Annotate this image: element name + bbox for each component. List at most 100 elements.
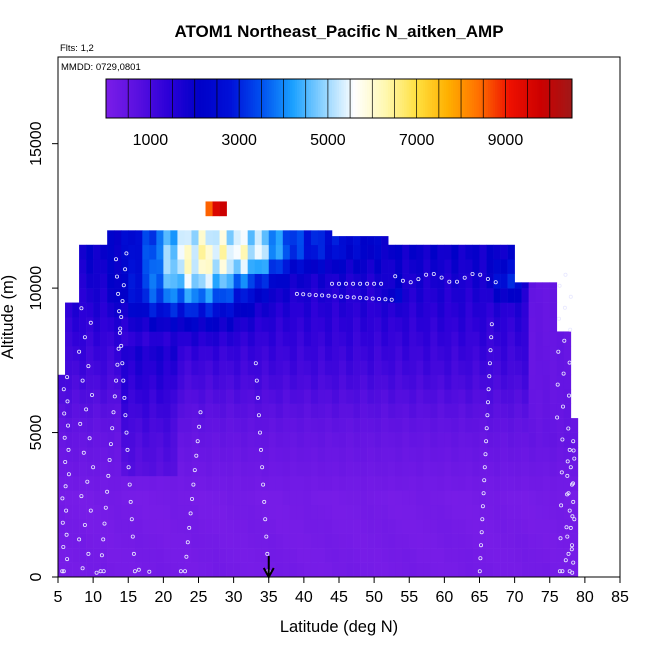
heatmap-cell	[212, 331, 220, 347]
heatmap-cell	[79, 418, 87, 433]
heatmap-cell	[507, 519, 515, 534]
heatmap-cell	[275, 432, 284, 448]
heatmap-cell	[275, 548, 284, 563]
heatmap-cell	[149, 389, 157, 404]
heatmap-cell	[444, 317, 452, 332]
heatmap-cell	[170, 403, 178, 419]
heatmap-cell	[303, 345, 312, 361]
heatmap-cell	[367, 432, 375, 448]
heatmap-cell	[360, 273, 368, 289]
sample-point	[562, 305, 567, 310]
heatmap-cell	[395, 432, 403, 448]
heatmap-cell	[212, 374, 220, 390]
heatmap-cell	[289, 418, 298, 433]
heatmap-cell	[360, 345, 368, 361]
colorbar-segment	[373, 79, 377, 118]
heatmap-cell	[86, 418, 94, 433]
heatmap-cell	[114, 244, 122, 260]
heatmap-cell	[72, 548, 80, 563]
heatmap-cell	[268, 504, 277, 520]
heatmap-cell	[339, 562, 347, 577]
heatmap-cell	[289, 548, 298, 563]
x-tick-label: 75	[541, 589, 559, 606]
heatmap-cell	[493, 331, 501, 347]
heatmap-cell	[177, 519, 185, 534]
heatmap-cell	[493, 259, 501, 274]
heatmap-cell	[507, 447, 515, 462]
heatmap-cell	[388, 288, 396, 303]
heatmap-cell	[472, 504, 480, 520]
heatmap-cell	[353, 533, 361, 549]
heatmap-cell	[430, 447, 438, 462]
heatmap-cell	[212, 317, 220, 332]
heatmap-cell	[409, 360, 417, 376]
heatmap-cell	[303, 374, 312, 390]
heatmap-cell	[219, 504, 227, 520]
heatmap-cell	[107, 432, 115, 448]
heatmap-cell	[409, 504, 417, 520]
sample-point	[106, 473, 111, 478]
colorbar-segment	[364, 79, 368, 118]
heatmap-cell	[135, 447, 143, 462]
sample-point	[124, 251, 129, 256]
heatmap-cell	[177, 418, 185, 433]
heatmap-cell	[556, 504, 565, 520]
heatmap-cell	[135, 418, 143, 433]
heatmap-cell	[556, 475, 565, 491]
heatmap-cell	[268, 273, 277, 289]
heatmap-cell	[296, 475, 305, 491]
sample-point	[253, 361, 258, 366]
heatmap-cell	[563, 360, 572, 376]
heatmap-cell	[395, 519, 403, 534]
heatmap-cell	[261, 432, 270, 448]
heatmap-cell	[79, 403, 87, 419]
heatmap-cell	[128, 317, 136, 332]
heatmap-cell	[121, 360, 129, 376]
heatmap-cell	[184, 317, 192, 332]
heatmap-cell	[458, 461, 466, 477]
heatmap-cell	[451, 533, 459, 549]
heatmap-cell	[451, 273, 459, 289]
heatmap-cell	[402, 317, 410, 332]
heatmap-cell	[346, 548, 354, 563]
heatmap-cell	[458, 317, 466, 332]
heatmap-cell	[261, 331, 270, 347]
y-tick-label: 5000	[28, 415, 45, 451]
heatmap-cell	[549, 374, 558, 390]
heatmap-cell	[240, 302, 248, 318]
heatmap-cell	[324, 475, 333, 491]
heatmap-cell	[528, 374, 536, 390]
heatmap-cell	[479, 360, 487, 376]
heatmap-cell	[360, 418, 368, 433]
heatmap-cell	[535, 504, 544, 520]
heatmap-cell	[388, 533, 396, 549]
colorbar-segment	[387, 79, 391, 118]
heatmap-cell	[444, 562, 452, 577]
heatmap-cell	[465, 490, 473, 506]
heatmap-cell	[437, 403, 445, 419]
heatmap-cell	[521, 317, 529, 332]
heatmap-cell	[93, 403, 101, 419]
colorbar-segment	[287, 79, 291, 118]
heatmap-cell	[570, 490, 579, 506]
heatmap-cell	[303, 273, 312, 289]
heatmap-cell	[296, 562, 305, 577]
heatmap-cell	[381, 504, 389, 520]
heatmap-cell	[535, 418, 544, 433]
sample-point	[489, 322, 494, 327]
heatmap-cell	[170, 259, 178, 274]
heatmap-cell	[535, 317, 544, 332]
heatmap-cell	[226, 273, 234, 289]
heatmap-cell	[395, 244, 403, 260]
heatmap-cell	[458, 562, 466, 577]
heatmap-cell	[331, 447, 340, 462]
heatmap-cell	[535, 461, 544, 477]
heatmap-cell	[549, 548, 558, 563]
colorbar-segment	[345, 79, 349, 118]
heatmap-cell	[303, 230, 312, 246]
heatmap-cell	[219, 201, 227, 217]
heatmap-cell	[282, 345, 291, 361]
heatmap-cell	[437, 490, 445, 506]
heatmap-cell	[528, 490, 536, 506]
heatmap-cell	[79, 389, 87, 404]
